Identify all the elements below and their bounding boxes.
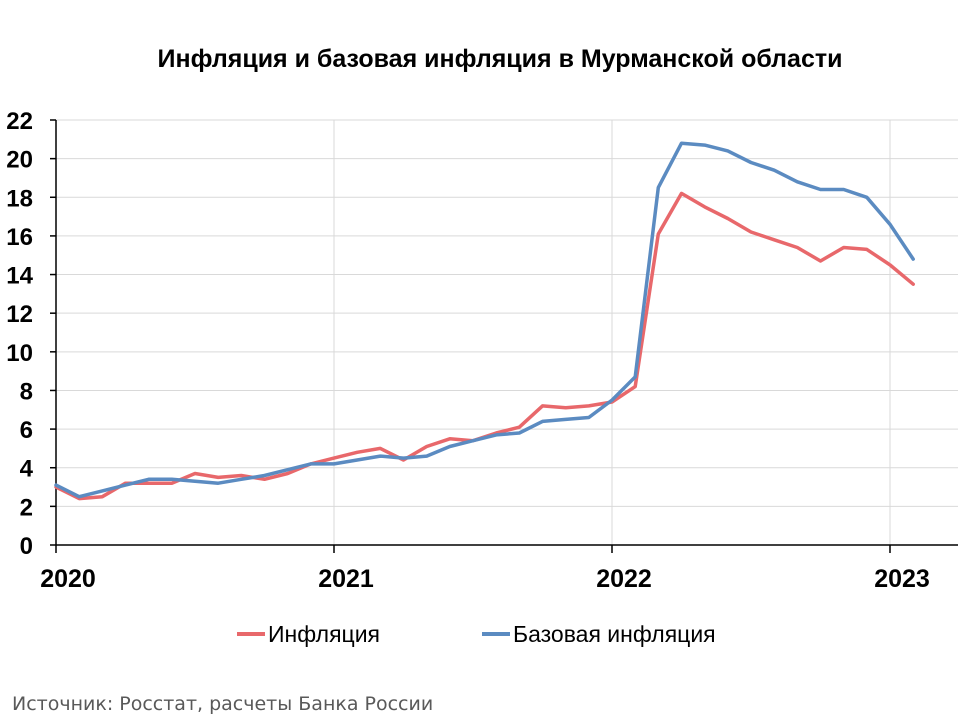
y-tick-label: 6: [20, 417, 33, 444]
x-tick-label: 2021: [318, 565, 374, 593]
x-tick-label: 2022: [596, 565, 652, 593]
source-note: Источник: Росстат, расчеты Банка России: [12, 693, 433, 715]
x-tick-label: 2023: [874, 565, 930, 593]
y-tick-label: 18: [6, 185, 33, 212]
y-tick-label: 22: [6, 108, 33, 135]
y-tick-label: 12: [6, 301, 33, 328]
x-tick-label: 2020: [40, 565, 96, 593]
y-tick-label: 20: [6, 147, 33, 174]
y-tick-label: 0: [20, 533, 33, 560]
y-tick-label: 8: [20, 378, 33, 405]
y-tick-label: 2: [20, 494, 33, 521]
axes: [50, 120, 958, 553]
legend: Инфляция Базовая инфляция: [237, 621, 716, 647]
y-axis-ticks: 0 2 4 6 8 10 12 14 16 18 20 22: [6, 108, 33, 560]
x-axis-ticks: 2020 2021 2022 2023: [40, 565, 930, 593]
y-tick-label: 4: [20, 456, 34, 483]
y-tick-label: 14: [6, 263, 33, 290]
series-lines: [56, 143, 913, 498]
series-line-core-inflation: [56, 143, 913, 497]
legend-label: Базовая инфляция: [513, 621, 716, 647]
y-tick-label: 16: [6, 224, 33, 251]
series-line-inflation: [56, 193, 913, 498]
legend-label: Инфляция: [268, 621, 380, 647]
y-tick-label: 10: [6, 340, 33, 367]
